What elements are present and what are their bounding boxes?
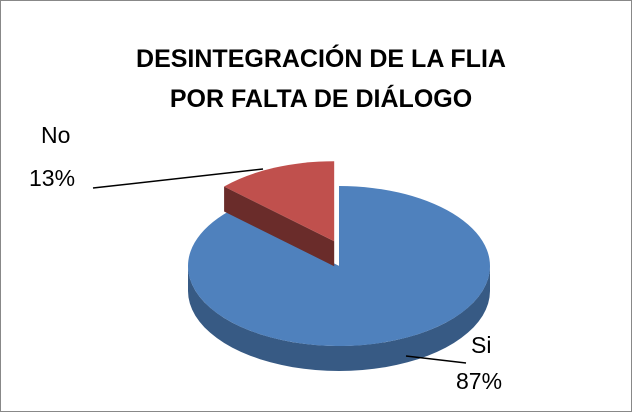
slice (224, 161, 335, 242)
chart-title: DESINTEGRACIÓN DE LA FLIA POR FALTA DE D… (136, 45, 506, 113)
value-label: 13% (29, 165, 75, 191)
category-label: Si (471, 332, 491, 358)
leader-line (405, 355, 467, 364)
category-label: No (41, 122, 70, 148)
leader-line (92, 168, 264, 189)
slice (188, 186, 490, 346)
value-label: 87% (456, 368, 502, 394)
slice-side (188, 266, 490, 371)
slice-wall (224, 186, 335, 267)
